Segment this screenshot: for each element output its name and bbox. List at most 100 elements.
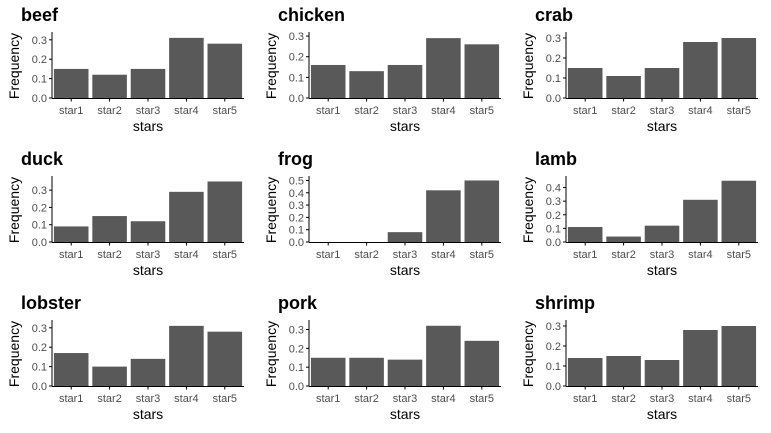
x-tick-label: star1	[316, 249, 340, 261]
y-tick-label: 0.1	[289, 72, 304, 84]
x-tick-label: star5	[727, 393, 751, 405]
x-tick-label: star2	[611, 105, 635, 117]
chart-plot: 0.00.10.20.30.40.5 star1 star2 star3 star4 st…	[263, 175, 501, 278]
chart-title: pork	[278, 293, 318, 313]
bar-star4	[683, 42, 718, 98]
bar-star1	[310, 357, 346, 386]
bar-star1	[567, 68, 603, 98]
x-tick-label: star1	[316, 105, 340, 117]
y-tick-label: 0.5	[289, 175, 304, 187]
bar-star1	[53, 68, 89, 98]
chart-plot: 0.0 0.1 0.2 0.3 star1 star2 star3 star4 star5 sta…	[263, 320, 501, 422]
chart-plot: 0.0 0.1 0.2 0.3 star1 star2 star3 star4 star5 sta…	[6, 32, 244, 134]
y-axis-title: Frequency	[6, 321, 22, 387]
bar-star4	[169, 37, 204, 98]
x-tick-label: star4	[431, 105, 455, 117]
y-tick-label: 0.2	[546, 341, 561, 353]
x-tick-label: star2	[97, 105, 121, 117]
bar-star2	[606, 356, 641, 386]
y-tick-label: 0.2	[289, 212, 304, 224]
y-tick-label: 0.0	[546, 93, 561, 105]
bar-star1	[310, 64, 346, 98]
bar-star4	[426, 325, 461, 386]
bar-star5	[464, 340, 500, 386]
bar-star5	[207, 181, 243, 242]
x-axis-title: stars	[647, 406, 677, 422]
bar-star3	[387, 232, 423, 242]
x-tick-label: star4	[431, 249, 455, 261]
y-tick-label: 0.2	[32, 54, 47, 66]
x-tick-label: star4	[174, 249, 198, 261]
x-tick-label: star5	[213, 105, 237, 117]
chart-title: duck	[21, 149, 64, 169]
bar-star4	[169, 191, 204, 242]
bar-star4	[426, 38, 461, 98]
chart-title: lobster	[21, 293, 82, 313]
y-tick-label: 0.1	[32, 220, 47, 232]
x-tick-label: star1	[573, 249, 597, 261]
y-axis-title: Frequency	[520, 33, 536, 99]
chart-panel-lobster: lobster 0.0 0.1 0.2 0.3 star1 star2 star3 star4…	[0, 288, 257, 432]
bar-star4	[683, 330, 718, 386]
y-tick-label: 0.3	[546, 196, 561, 208]
bar-star2	[92, 366, 127, 386]
x-tick-label: star1	[59, 105, 83, 117]
chart-title: frog	[278, 149, 313, 169]
y-tick-label: 0.2	[546, 210, 561, 222]
y-tick-label: 0.2	[32, 342, 47, 354]
chart-panel-crab: crab 0.0 0.1 0.2 0.3 star1 star2 star3 star4 sta…	[514, 0, 771, 144]
y-axis-title: Frequency	[520, 321, 536, 387]
bar-star2	[606, 236, 641, 242]
bar-star1	[567, 227, 603, 242]
chart-title: shrimp	[535, 293, 596, 313]
y-tick-label: 0.3	[289, 200, 304, 212]
x-tick-label: star5	[727, 249, 751, 261]
y-tick-label: 0.3	[32, 323, 47, 335]
bar-star5	[721, 180, 757, 242]
bar-star3	[644, 68, 680, 98]
y-tick-label: 0.3	[32, 185, 47, 197]
y-tick-label: 0.3	[289, 325, 304, 337]
y-tick-label: 0.3	[546, 321, 561, 333]
bar-star2	[349, 71, 384, 98]
x-tick-label: star2	[611, 393, 635, 405]
y-tick-label: 0.1	[289, 225, 304, 237]
y-axis-title: Frequency	[263, 33, 279, 99]
x-tick-label: star2	[354, 105, 378, 117]
x-tick-label: star1	[59, 393, 83, 405]
x-tick-label: star3	[650, 105, 674, 117]
y-tick-label: 0.1	[546, 223, 561, 235]
bar-star1	[53, 226, 89, 242]
y-tick-label: 0.0	[32, 93, 47, 105]
chart-panel-duck: duck 0.0 0.1 0.2 0.3 star1 star2 star3 star4 sta…	[0, 144, 257, 288]
chart-plot: 0.0 0.1 0.2 0.3 star1 star2 star3 star4 star5 sta…	[520, 32, 758, 134]
bar-star5	[207, 43, 243, 98]
chart-panel-pork: pork 0.0 0.1 0.2 0.3 star1 star2 star3 star4 sta…	[257, 288, 514, 432]
x-tick-label: star4	[688, 105, 712, 117]
chart-panel-chicken: chicken 0.0 0.1 0.2 0.3 star1 star2 star3 star4…	[257, 0, 514, 144]
x-tick-label: star4	[174, 105, 198, 117]
y-tick-label: 0.1	[32, 74, 47, 86]
chart-title: beef	[21, 5, 59, 25]
x-tick-label: star4	[431, 393, 455, 405]
x-axis-title: stars	[390, 262, 420, 278]
x-tick-label: star3	[393, 105, 417, 117]
y-axis-title: Frequency	[6, 33, 22, 99]
bar-star2	[92, 216, 127, 242]
chart-plot: 0.0 0.10.2 0.30.4 star1 star2 star3 star4 star5…	[520, 176, 758, 278]
y-tick-label: 0.0	[546, 381, 561, 393]
bar-star4	[426, 190, 461, 242]
y-tick-label: 0.0	[32, 381, 47, 393]
y-axis-title: Frequency	[520, 177, 536, 243]
x-tick-label: star5	[470, 105, 494, 117]
bar-star4	[683, 199, 718, 242]
x-tick-label: star5	[213, 393, 237, 405]
x-tick-label: star4	[688, 249, 712, 261]
y-tick-label: 0.1	[32, 362, 47, 374]
y-tick-label: 0.3	[546, 33, 561, 45]
y-tick-label: 0.0	[289, 237, 304, 249]
x-axis-title: stars	[647, 262, 677, 278]
bar-star3	[644, 360, 680, 386]
bar-star3	[130, 358, 166, 386]
